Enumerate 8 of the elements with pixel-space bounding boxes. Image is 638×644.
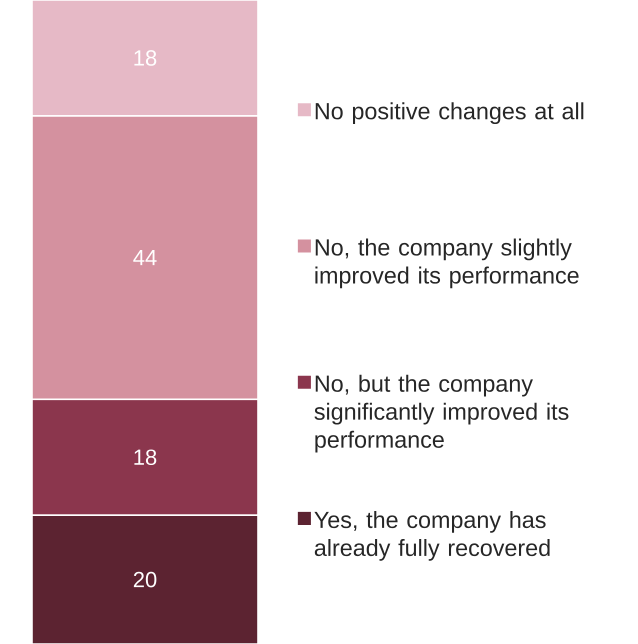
data-label: 44 bbox=[133, 250, 157, 266]
legend-label: No positive changes at all bbox=[316, 102, 584, 124]
legend-label: No, but the company significantly improved its performance bbox=[314, 374, 568, 453]
legend-label: Yes, the company has already fully recovered bbox=[314, 511, 550, 561]
data-label: 20 bbox=[134, 572, 156, 588]
data-label: 18 bbox=[134, 449, 156, 466]
legend-label: No, the company slightly improved its performance bbox=[315, 238, 579, 288]
data-label: 18 bbox=[134, 50, 156, 66]
